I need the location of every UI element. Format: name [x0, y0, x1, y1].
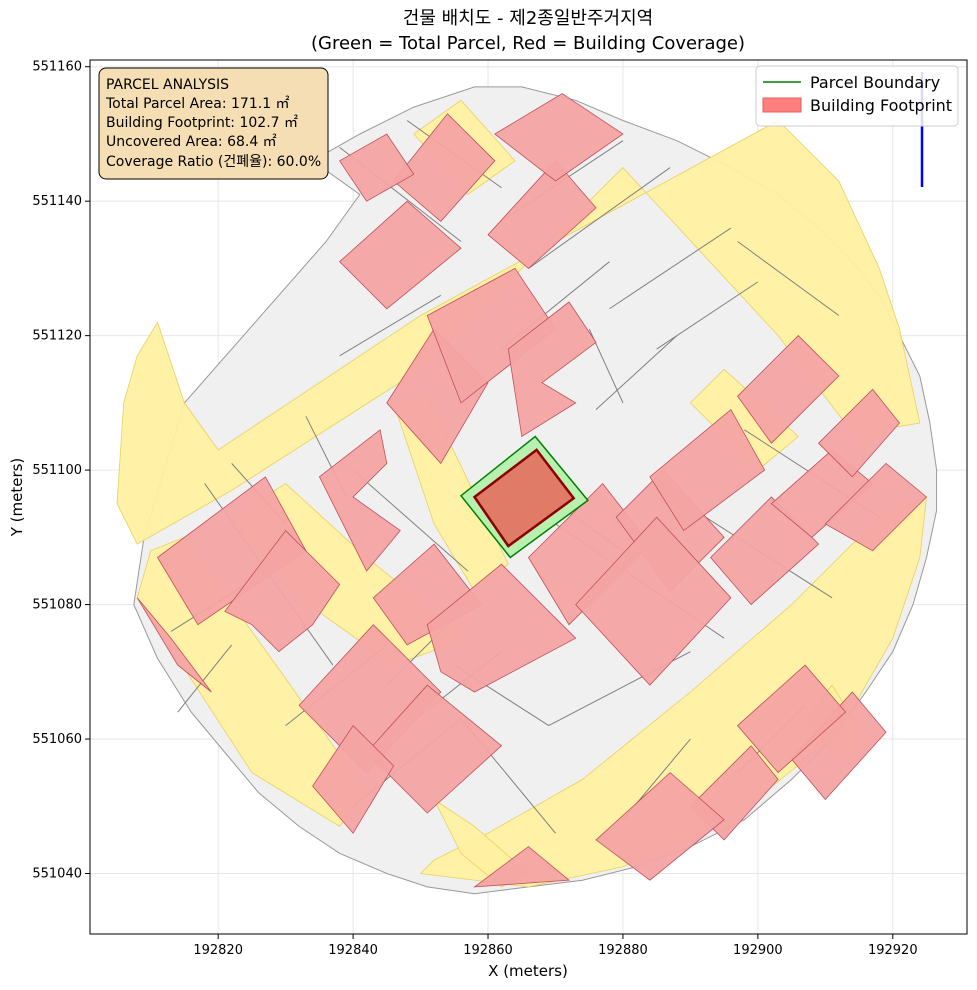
building-30: [339, 133, 415, 202]
x-tick-label-1: 192840: [328, 943, 378, 958]
x-axis-label: X (meters): [488, 962, 568, 980]
buildings-layer: [136, 93, 928, 888]
x-tick-label-3: 192880: [598, 943, 648, 958]
plot-frame: [89, 59, 968, 935]
legend-building-label: Building Footprint: [810, 96, 952, 115]
y-tick-label-2: 551080: [32, 598, 82, 613]
x-tick-label-5: 192920: [868, 943, 918, 958]
parcel-line-15: [656, 281, 759, 350]
building-18: [710, 496, 820, 606]
analysis-box-bg: [98, 67, 329, 180]
building-1: [224, 529, 341, 653]
x-tick-label-2: 192860: [463, 943, 513, 958]
building-6: [366, 684, 503, 814]
building-17: [575, 516, 732, 686]
chart-title: 건물 배치도 - 제2종일반주거지역: [403, 8, 653, 29]
parcel-line-16: [595, 335, 678, 410]
building-13: [393, 113, 496, 222]
building-16: [649, 408, 766, 532]
chart-subtitle: (Green = Total Parcel, Red = Building Co…: [311, 33, 745, 54]
x-tick-label-0: 192820: [193, 943, 243, 958]
building-9: [507, 301, 597, 438]
target-building-footprint: [472, 448, 576, 548]
y-axis-label: Y (meters): [8, 458, 26, 538]
building-12: [339, 200, 462, 310]
x-tick-label-4: 192900: [733, 943, 783, 958]
y-tick-label-4: 551120: [32, 329, 82, 344]
parcel-line-28: [177, 644, 233, 713]
parcel-line-3: [352, 469, 469, 572]
parcel-line-29: [339, 294, 442, 357]
building-28: [312, 724, 395, 834]
y-tick-label-3: 551100: [32, 463, 82, 478]
analysis-heading: PARCEL ANALYSIS: [106, 77, 229, 93]
y-tick-label-5: 551140: [32, 194, 82, 209]
analysis-uncovered: Uncovered Area: 68.4 ㎡: [106, 134, 277, 150]
legend-frame: [755, 65, 959, 127]
building-19: [737, 335, 840, 444]
building-24: [737, 664, 847, 774]
parcel-line-25: [528, 167, 671, 269]
parcel-line-26: [737, 241, 840, 316]
parcel-line-14: [609, 227, 732, 310]
analysis-coverage-ratio: Coverage Ratio (건폐율): 60.0%: [106, 154, 321, 170]
building-5: [426, 563, 577, 693]
y-tick-label-1: 551060: [32, 732, 82, 747]
map-layer: [116, 72, 938, 895]
building-3: [318, 429, 401, 572]
building-22: [818, 388, 901, 478]
building-21: [824, 462, 928, 552]
legend: Parcel Boundary Building Footprint: [755, 65, 959, 127]
building-26: [595, 772, 725, 881]
y-tick-label-0: 551040: [32, 866, 82, 881]
road-0: [116, 120, 921, 545]
legend-building-swatch: [762, 97, 802, 113]
analysis-box: PARCEL ANALYSIS Total Parcel Area: 171.1…: [98, 67, 329, 180]
building-11: [494, 93, 624, 182]
x-axis-ticks: 192820 192840 192860 192880 192900 192920: [193, 934, 918, 958]
building-10: [487, 160, 597, 269]
y-tick-label-6: 551160: [32, 60, 82, 75]
legend-parcel-label: Parcel Boundary: [810, 73, 940, 92]
building-27: [473, 846, 571, 888]
y-axis-ticks: 551040 551060 551080 551100 551120 551140 5511…: [32, 60, 90, 881]
building-29: [136, 597, 212, 693]
analysis-total-area: Total Parcel Area: 171.1 ㎡: [105, 96, 290, 112]
analysis-footprint: Building Footprint: 102.7 ㎡: [106, 115, 298, 131]
